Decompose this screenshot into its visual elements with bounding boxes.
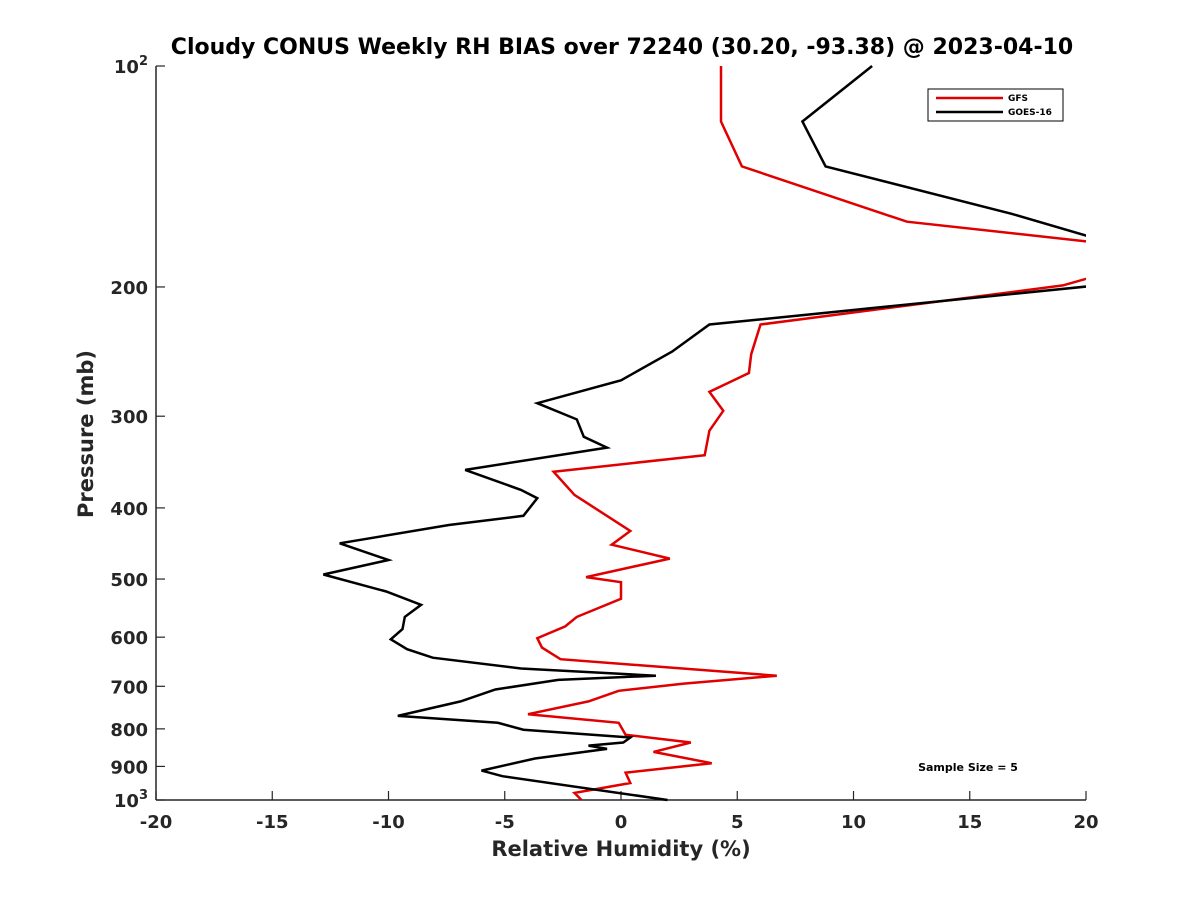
legend: GFS GOES-16 [927, 88, 1064, 122]
legend-box [927, 88, 1064, 122]
x-axis-label: Relative Humidity (%) [491, 837, 750, 861]
y-tick-label: 400 [110, 499, 148, 520]
x-tick-label: 20 [1073, 812, 1098, 833]
y-tick-label: 102 [114, 54, 148, 78]
x-tick-label: 5 [731, 812, 744, 833]
x-tick-label: -10 [372, 812, 405, 833]
chart-title: Cloudy CONUS Weekly RH BIAS over 72240 (… [171, 35, 1073, 60]
y-axis-label: Pressure (mb) [74, 350, 98, 518]
y-tick-label: 300 [110, 407, 148, 428]
x-tick-label: -20 [140, 812, 173, 833]
y-tick-label: 500 [110, 570, 148, 591]
axes: -20 -15 -10 -5 0 5 10 15 20 102 200 300 400 500 600 700… [110, 54, 1098, 833]
x-tick-label: 10 [841, 812, 866, 833]
y-tick-label: 103 [114, 788, 148, 812]
y-tick-label: 600 [110, 628, 148, 649]
y-tick-label: 900 [110, 757, 148, 778]
x-tick-label: 0 [615, 812, 628, 833]
sample-size-annotation: Sample Size = 5 [918, 761, 1018, 774]
x-tick-label: -5 [495, 812, 515, 833]
series-line-gfs [527, 66, 1086, 801]
series-line-goes16 [323, 65, 1086, 802]
x-tick-label: -15 [256, 812, 289, 833]
y-tick-label: 800 [110, 720, 148, 741]
legend-label-gfs: GFS [1008, 94, 1028, 104]
y-tick-label: 200 [110, 278, 148, 299]
plot-lines [323, 65, 1086, 802]
y-tick-label: 700 [110, 677, 148, 698]
x-tick-label: 15 [957, 812, 982, 833]
legend-label-goes16: GOES-16 [1008, 108, 1052, 118]
